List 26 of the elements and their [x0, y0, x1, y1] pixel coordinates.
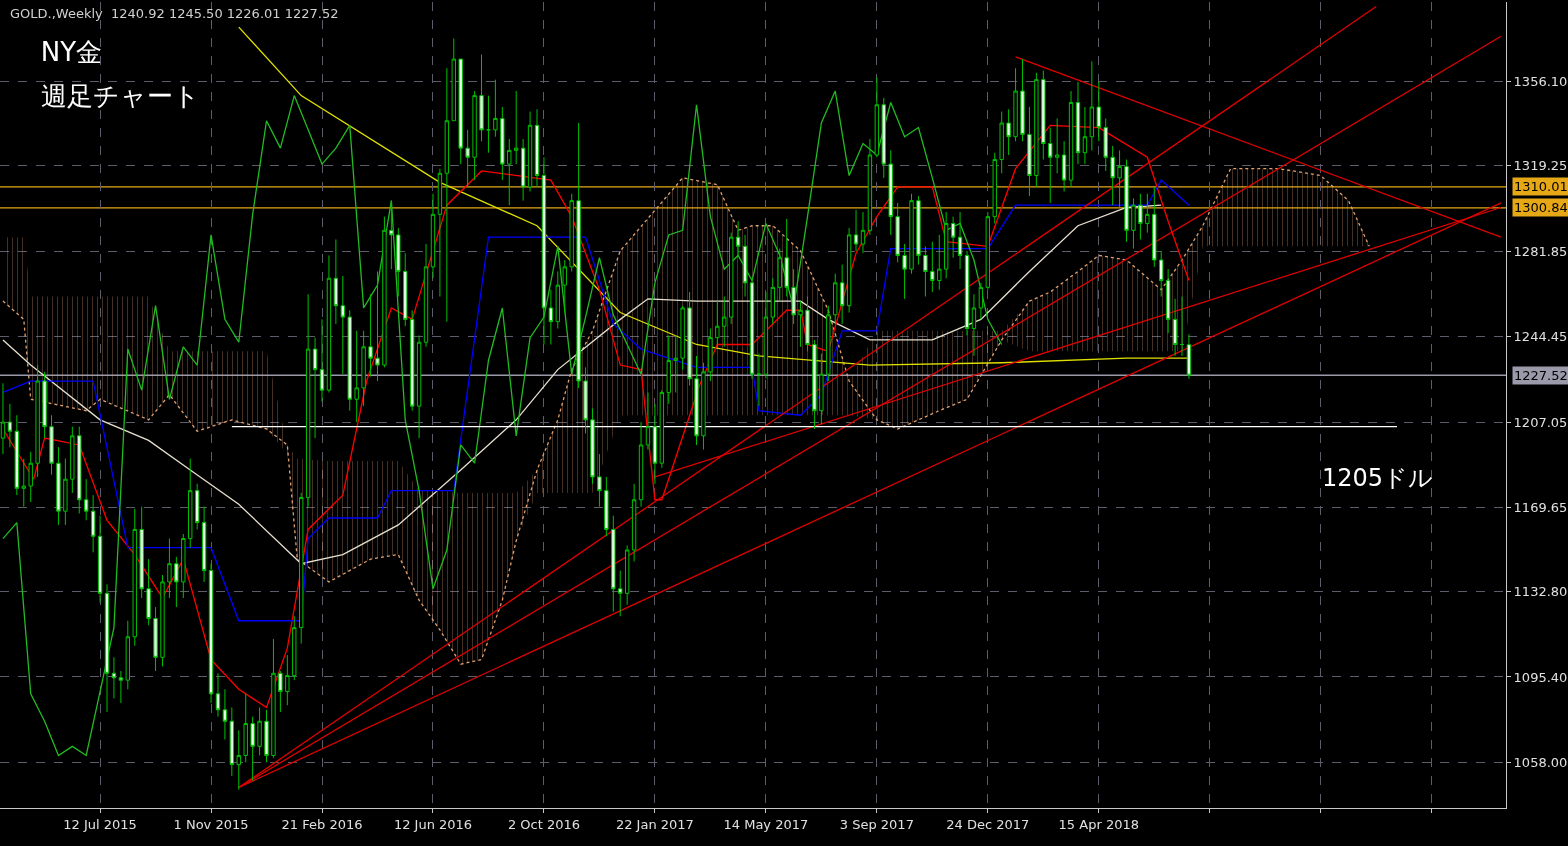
x-tick-label: 15 Apr 2018: [1058, 816, 1139, 832]
x-tick-label: 1 Nov 2015: [173, 816, 249, 832]
ref-line-label: 1300.84: [1514, 200, 1568, 215]
y-tick-label: 1132.80: [1513, 584, 1568, 600]
annotation: 1205ドル: [1322, 464, 1434, 492]
x-tick-label: 24 Dec 2017: [946, 816, 1030, 832]
y-tick-label: 1244.45: [1513, 329, 1568, 345]
ref-line-label: 1310.01: [1514, 179, 1568, 194]
x-tick-label: 12 Jul 2015: [63, 816, 137, 832]
y-tick-label: 1169.65: [1513, 499, 1568, 515]
y-tick-label: 1058.00: [1513, 754, 1568, 770]
text: NY金: [40, 36, 103, 67]
annotation: GOLD.,Weekly 1240.92 1245.50 1226.01 1227.52: [10, 6, 339, 21]
x-tick-label: 3 Sep 2017: [839, 816, 914, 832]
y-tick-label: 1319.25: [1513, 158, 1568, 174]
y-tick-label: 1207.05: [1513, 414, 1568, 430]
ref-line-label: 1227.52: [1514, 368, 1568, 383]
y-tick-label: 1281.85: [1513, 243, 1568, 259]
y-tick-label: 1356.10: [1513, 74, 1568, 90]
x-tick-label: 12 Jun 2016: [393, 816, 473, 832]
text: 週足チャート: [41, 81, 200, 111]
x-tick-label: 14 May 2017: [723, 816, 809, 832]
y-tick-label: 1095.40: [1513, 669, 1568, 685]
x-tick-label: 22 Jan 2017: [615, 816, 694, 832]
x-tick-label: 21 Feb 2016: [281, 816, 363, 832]
x-tick-label: 2 Oct 2016: [507, 816, 580, 832]
